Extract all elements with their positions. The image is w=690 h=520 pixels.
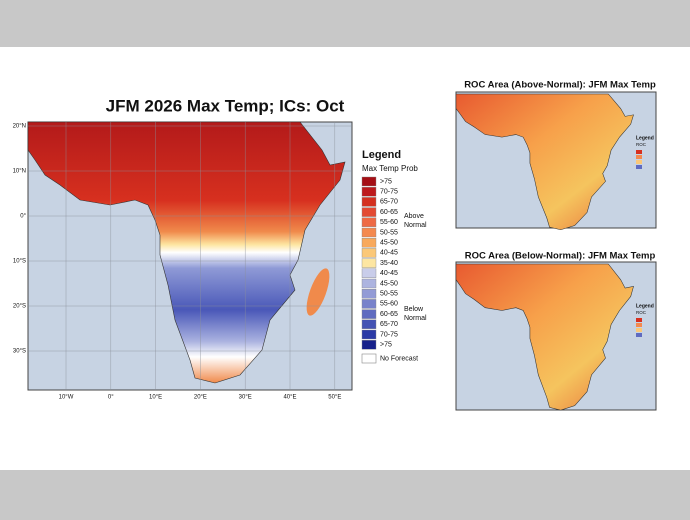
- legend-swatch: [636, 318, 642, 322]
- legend: Legend Max Temp Prob >75 70-75 65-70 60-65 5…: [361, 149, 427, 364]
- legend-label: 55-60: [380, 301, 398, 308]
- top-band: [0, 0, 690, 47]
- lon-label: 0°: [108, 395, 114, 401]
- bottom-band: [0, 470, 690, 520]
- lat-label: 30°S: [13, 349, 26, 355]
- legend-swatch: [361, 207, 377, 217]
- legend-label: 50-55: [380, 229, 398, 236]
- legend-swatch: [361, 227, 377, 238]
- legend-swatch: [361, 329, 377, 340]
- lon-label: 20°E: [194, 395, 207, 401]
- legend-subtitle: ROC: [636, 310, 647, 315]
- legend-swatch: [361, 197, 377, 207]
- main-map: JFM 2026 Max Temp; ICs: Oct 20°N 10°N 0° 10…: [13, 96, 353, 401]
- legend-label: 70-75: [380, 331, 398, 338]
- roc-below: ROC Area (Below-Normal): JFM Max Temp Le…: [455, 251, 657, 411]
- legend-swatch: [361, 309, 377, 319]
- legend-label: 35-40: [380, 260, 398, 267]
- legend-title: Legend: [636, 135, 654, 141]
- lon-label: 30°E: [239, 395, 252, 401]
- legend-label: 55-60: [380, 219, 398, 226]
- lon-label: 10°E: [149, 395, 162, 401]
- legend-label: 60-65: [380, 209, 398, 216]
- lat-label: 20°N: [13, 124, 26, 130]
- legend-swatch: [636, 155, 642, 159]
- legend-label: 70-75: [380, 189, 398, 196]
- legend-label: 65-70: [380, 321, 398, 328]
- lat-label: 10°S: [13, 259, 26, 265]
- legend-swatch: [636, 333, 642, 337]
- map-title: JFM 2026 Max Temp; ICs: Oct: [106, 96, 345, 115]
- legend-swatch: [361, 299, 377, 309]
- legend-label: 50-55: [380, 291, 398, 298]
- map-title: ROC Area (Below-Normal): JFM Max Temp: [465, 251, 656, 262]
- legend-swatch: [636, 160, 642, 164]
- lon-label: 10°W: [59, 395, 74, 401]
- legend-swatch: [361, 340, 377, 350]
- roc-above: ROC Area (Above-Normal): JFM Max Temp Le…: [455, 80, 657, 231]
- legend-swatch: [361, 258, 377, 268]
- legend-label: 60-65: [380, 311, 398, 318]
- legend-subtitle: ROC: [636, 142, 647, 147]
- legend-swatch: [361, 186, 377, 197]
- legend-swatch: [361, 248, 377, 258]
- legend-subtitle: Max Temp Prob: [362, 164, 418, 173]
- legend-label: 40-45: [380, 270, 398, 277]
- legend-group-label: Below Normal: [404, 306, 427, 322]
- legend-swatch: [636, 328, 642, 332]
- lon-label: 40°E: [283, 395, 296, 401]
- legend-swatch: [361, 217, 377, 228]
- legend-label: 65-70: [380, 199, 398, 206]
- madagascar: [306, 268, 330, 316]
- legend-title: Legend: [636, 303, 654, 309]
- legend-swatch: [636, 165, 642, 169]
- legend-label: 40-45: [380, 250, 398, 257]
- graticule: [28, 122, 352, 390]
- lon-label: 50°E: [328, 395, 341, 401]
- legend-label: 45-50: [380, 240, 398, 247]
- legend-group-label: Above Normal: [404, 213, 427, 229]
- lat-label: 0°: [20, 214, 26, 220]
- legend-label: >75: [380, 342, 392, 349]
- legend-swatch: [361, 289, 377, 299]
- legend-label: No Forecast: [380, 355, 418, 362]
- legend-swatch: [636, 323, 642, 327]
- legend-swatch: [361, 319, 377, 329]
- lat-label: 20°S: [13, 304, 26, 310]
- legend-swatch: [361, 353, 377, 364]
- legend-swatch: [361, 237, 377, 248]
- legend-swatch: [361, 278, 377, 289]
- legend-label: >75: [380, 178, 392, 185]
- map-title: ROC Area (Above-Normal): JFM Max Temp: [464, 80, 656, 91]
- legend-swatch: [636, 150, 642, 154]
- legend-title: Legend: [362, 149, 401, 161]
- legend-swatch: [361, 176, 377, 187]
- legend-swatch: [361, 268, 377, 278]
- lat-label: 10°N: [13, 169, 26, 175]
- legend-label: 45-50: [380, 280, 398, 287]
